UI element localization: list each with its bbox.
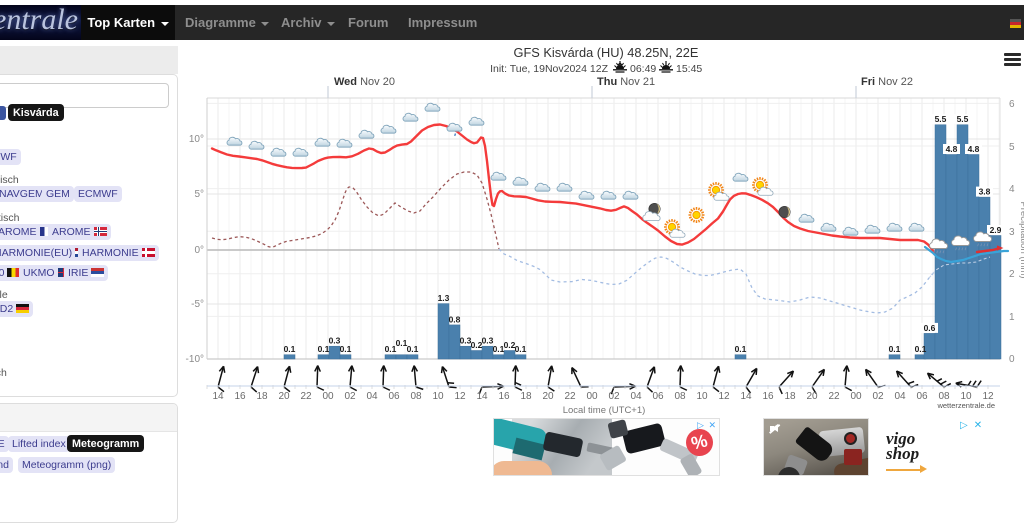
svg-text:0.6: 0.6 xyxy=(924,323,936,333)
svg-text:0: 0 xyxy=(1009,354,1015,365)
svg-text:4: 4 xyxy=(1009,184,1015,195)
svg-text:5°: 5° xyxy=(194,189,204,200)
svg-text:12: 12 xyxy=(454,391,466,402)
svg-text:2.9: 2.9 xyxy=(990,225,1002,235)
svg-text:4.8: 4.8 xyxy=(968,144,980,154)
svg-text:12: 12 xyxy=(718,391,730,402)
svg-text:GFS Kisvárda (HU) 48.25N, 22E: GFS Kisvárda (HU) 48.25N, 22E xyxy=(514,45,699,60)
svg-text:20: 20 xyxy=(806,391,818,402)
svg-text:04: 04 xyxy=(630,391,642,402)
svg-text:20: 20 xyxy=(278,391,290,402)
svg-text:18: 18 xyxy=(256,391,268,402)
svg-text:5.5: 5.5 xyxy=(935,114,947,124)
svg-text:22: 22 xyxy=(300,391,312,402)
svg-text:0.1: 0.1 xyxy=(407,344,419,354)
svg-text:00: 00 xyxy=(850,391,862,402)
svg-text:0.3: 0.3 xyxy=(329,336,341,346)
svg-text:04: 04 xyxy=(894,391,906,402)
svg-text:5: 5 xyxy=(1009,142,1015,153)
svg-text:18: 18 xyxy=(784,391,796,402)
svg-text:Fri Nov 22: Fri Nov 22 xyxy=(861,76,913,88)
svg-text:0.1: 0.1 xyxy=(340,344,352,354)
svg-text:0.1: 0.1 xyxy=(889,344,901,354)
svg-text:08: 08 xyxy=(674,391,686,402)
svg-text:18: 18 xyxy=(520,391,532,402)
svg-text:1.3: 1.3 xyxy=(438,293,450,303)
svg-text:02: 02 xyxy=(872,391,884,402)
svg-text:0.2: 0.2 xyxy=(471,340,483,350)
svg-text:06: 06 xyxy=(652,391,664,402)
svg-text:08: 08 xyxy=(938,391,950,402)
svg-text:3.8: 3.8 xyxy=(979,187,991,197)
svg-text:0.1: 0.1 xyxy=(515,344,527,354)
svg-text:06: 06 xyxy=(916,391,928,402)
svg-text:15:45: 15:45 xyxy=(676,63,702,75)
svg-text:00: 00 xyxy=(586,391,598,402)
svg-text:06: 06 xyxy=(388,391,400,402)
svg-text:5.5: 5.5 xyxy=(957,114,969,124)
svg-text:08: 08 xyxy=(410,391,422,402)
svg-text:14: 14 xyxy=(476,391,488,402)
svg-text:14: 14 xyxy=(212,391,224,402)
svg-text:Precipitation (mm): Precipitation (mm) xyxy=(1018,201,1024,278)
svg-text:3: 3 xyxy=(1009,227,1015,238)
svg-text:10: 10 xyxy=(432,391,444,402)
svg-text:4.8: 4.8 xyxy=(946,144,958,154)
svg-text:0.1: 0.1 xyxy=(396,338,408,348)
svg-text:-5°: -5° xyxy=(191,299,204,310)
svg-text:04: 04 xyxy=(366,391,378,402)
svg-text:Local time (UTC+1): Local time (UTC+1) xyxy=(563,405,646,416)
svg-text:1: 1 xyxy=(1009,312,1015,323)
svg-text:14: 14 xyxy=(740,391,752,402)
svg-text:12: 12 xyxy=(982,391,994,402)
svg-text:wetterzentrale.de: wetterzentrale.de xyxy=(936,401,995,410)
svg-text:0.3: 0.3 xyxy=(482,336,494,346)
svg-text:02: 02 xyxy=(608,391,620,402)
svg-text:0°: 0° xyxy=(194,245,204,256)
svg-text:10°: 10° xyxy=(189,134,204,145)
svg-text:0.1: 0.1 xyxy=(735,344,747,354)
svg-text:0.2: 0.2 xyxy=(504,340,516,350)
svg-text:0.1: 0.1 xyxy=(493,344,505,354)
svg-text:0.1: 0.1 xyxy=(284,344,296,354)
svg-text:0.1: 0.1 xyxy=(385,344,397,354)
svg-text:00: 00 xyxy=(322,391,334,402)
svg-text:10: 10 xyxy=(696,391,708,402)
svg-text:20: 20 xyxy=(542,391,554,402)
svg-text:16: 16 xyxy=(762,391,774,402)
svg-text:06:49: 06:49 xyxy=(630,63,656,75)
svg-text:16: 16 xyxy=(234,391,246,402)
svg-text:2: 2 xyxy=(1009,269,1015,280)
svg-text:0.3: 0.3 xyxy=(460,336,472,346)
svg-text:Thu Nov 21: Thu Nov 21 xyxy=(597,76,655,88)
svg-text:6: 6 xyxy=(1009,99,1015,110)
svg-text:Wed Nov 20: Wed Nov 20 xyxy=(334,76,395,88)
svg-text:0.8: 0.8 xyxy=(449,314,461,324)
svg-text:Init: Tue, 19Nov2024 12Z: Init: Tue, 19Nov2024 12Z xyxy=(490,63,608,75)
svg-text:22: 22 xyxy=(828,391,840,402)
svg-text:02: 02 xyxy=(344,391,356,402)
svg-text:-10°: -10° xyxy=(186,354,204,365)
svg-text:0.1: 0.1 xyxy=(318,344,330,354)
svg-text:22: 22 xyxy=(564,391,576,402)
svg-text:0.1: 0.1 xyxy=(915,344,927,354)
svg-text:16: 16 xyxy=(498,391,510,402)
svg-text:10: 10 xyxy=(960,391,972,402)
